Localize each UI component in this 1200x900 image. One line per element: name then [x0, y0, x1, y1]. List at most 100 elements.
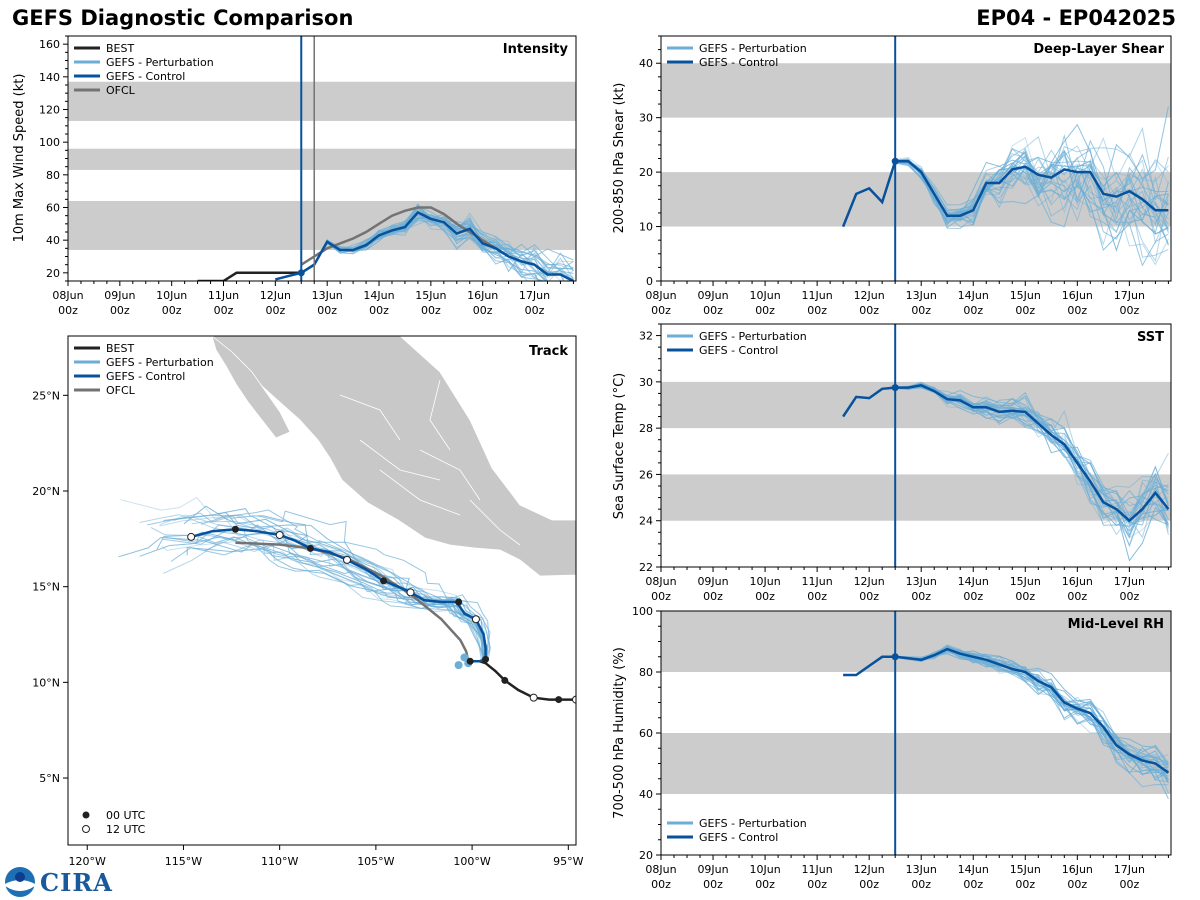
rh-perturbation-line: [895, 646, 1169, 765]
sst-series: [842, 324, 1170, 567]
sst-frame: [660, 323, 1172, 568]
rh-title: Mid-Level RH: [1068, 617, 1164, 632]
track-marker-12utc: [529, 693, 538, 702]
sst-perturbation-line: [895, 384, 1169, 527]
track-xtick-label: 120°W: [69, 855, 106, 868]
intensity-title: Intensity: [503, 42, 569, 57]
track-marker-00utc: [555, 696, 563, 704]
track-marker-legend-label: 12 UTC: [106, 823, 146, 836]
rh-xtick-label: 12Jun: [854, 863, 885, 876]
intensity-band: [68, 81, 576, 121]
sst-band: [661, 381, 1171, 429]
intensity-xtick-label: 15Jun: [415, 289, 446, 302]
sst-xtick-label: 16Jun: [1062, 575, 1093, 588]
state-borders: [339, 379, 521, 546]
shear-xtick-label: 11Jun: [802, 289, 833, 302]
track-marker-12utc: [471, 615, 480, 624]
track-marker-12utc: [406, 588, 415, 597]
intensity-legend-label: GEFS - Perturbation: [106, 56, 214, 69]
sst-xtick-label: 00z: [859, 590, 879, 603]
intensity-xtick-label: 12Jun: [260, 289, 291, 302]
intensity-ytick-label: 60: [46, 202, 60, 215]
track-axes: 120°W 115°W 110°W 105°W 100°W 95°W 5°N 10°N 15°N…: [32, 389, 583, 868]
intensity-xtick-label: 00z: [421, 304, 441, 317]
shear-xtick-label: 17Jun: [1114, 289, 1145, 302]
track-ytick-label: 20°N: [32, 485, 60, 498]
intensity-xtick-label: 08Jun: [52, 289, 83, 302]
shear-axes: 0 10 20 30 40 08Jun 00z 09Jun 00z 10Jun 00z 11Jun 00…: [639, 35, 1169, 317]
track-marker-12utc: [275, 531, 284, 540]
shear-ytick-label: 10: [639, 221, 653, 234]
rh-legend-label: GEFS - Perturbation: [699, 817, 807, 830]
track-marker-12utc: [343, 555, 352, 564]
rh-xtick-label: 10Jun: [749, 863, 780, 876]
shear-perturbation-line: [895, 150, 1169, 245]
intensity-xtick-label: 00z: [473, 304, 493, 317]
track-ytick-label: 25°N: [32, 389, 60, 402]
sst-xtick-label: 00z: [1119, 590, 1139, 603]
intensity-xtick-label: 00z: [317, 304, 337, 317]
intensity-xtick-label: 17Jun: [519, 289, 550, 302]
shear-xtick-label: 09Jun: [697, 289, 728, 302]
panel-shear: 0 10 20 30 40 08Jun 00z 09Jun 00z 10Jun 00z 11Jun 00…: [612, 35, 1172, 317]
intensity-series: [197, 36, 574, 281]
intensity-band: [68, 200, 576, 250]
rh-series: [843, 611, 1170, 855]
shear-band: [661, 172, 1171, 227]
sst-ytick-label: 30: [639, 376, 653, 389]
sst-perturbation-line: [895, 387, 1169, 539]
rh-xtick-label: 00z: [807, 878, 827, 891]
sst-xtick-label: 00z: [703, 590, 723, 603]
track-marker-00utc: [466, 657, 474, 665]
noaa-logo-icon: [5, 867, 35, 897]
sst-perturbation-line: [895, 384, 1169, 522]
shear-xtick-label: 00z: [1015, 304, 1035, 317]
sst-xtick-label: 00z: [1015, 590, 1035, 603]
track-xtick-label: 105°W: [357, 855, 394, 868]
track-ytick-label: 5°N: [39, 772, 60, 785]
sst-xtick-label: 00z: [1067, 590, 1087, 603]
intensity-ytick-label: 20: [46, 267, 60, 280]
shear-ytick-label: 20: [639, 166, 653, 179]
sst-legend-label: GEFS - Perturbation: [699, 330, 807, 343]
intensity-ytick-label: 140: [39, 71, 60, 84]
sst-ytick-label: 26: [639, 468, 653, 481]
panel-rh: 20 40 60 80 100 08Jun 00z 09Jun 00z 10Jun 00z 11Jun…: [612, 605, 1172, 891]
track-xtick-label: 95°W: [553, 855, 583, 868]
track-marker-00utc: [501, 676, 509, 684]
shear-xtick-label: 00z: [755, 304, 775, 317]
sst-xtick-label: 00z: [963, 590, 983, 603]
sst-ytick-label: 22: [639, 561, 653, 574]
intensity-axes: 20 40 60 80 100 120 140 160 08Jun 00z 09Jun 00z 10Ju…: [39, 35, 574, 317]
shear-xtick-label: 00z: [703, 304, 723, 317]
shear-xtick-label: 08Jun: [645, 289, 676, 302]
intensity-xtick-label: 13Jun: [312, 289, 343, 302]
sst-xtick-label: 10Jun: [749, 575, 780, 588]
shear-xtick-label: 00z: [651, 304, 671, 317]
track-marker-00utc: [231, 525, 239, 533]
sst-perturbation-line: [895, 382, 1169, 537]
shear-ytick-label: 0: [646, 275, 653, 288]
track-perturbation-line: [200, 509, 491, 662]
sst-ytick-label: 24: [639, 515, 653, 528]
track-marker-legend-12utc-symbol: [82, 825, 90, 833]
track-ytick-label: 15°N: [32, 581, 60, 594]
track-control-line: [190, 528, 487, 663]
sst-title: SST: [1137, 330, 1164, 345]
track-marker-00utc: [482, 655, 490, 663]
sst-xtick-label: 15Jun: [1010, 575, 1041, 588]
rh-xtick-label: 16Jun: [1062, 863, 1093, 876]
cira-logo: CIRA: [40, 867, 113, 897]
sst-xtick-label: 12Jun: [854, 575, 885, 588]
rh-ytick-label: 40: [639, 788, 653, 801]
track-xtick-label: 100°W: [453, 855, 490, 868]
intensity-best-line: [197, 271, 302, 281]
rh-bands: [661, 611, 1171, 794]
shear-xtick-label: 12Jun: [854, 289, 885, 302]
sst-axes: 22 24 26 28 30 32 08Jun 00z 09Jun 00z 10Jun 00z 11Ju…: [639, 323, 1169, 603]
intensity-xtick-label: 00z: [58, 304, 78, 317]
rh-xtick-label: 00z: [1119, 878, 1139, 891]
shear-ytick-label: 40: [639, 57, 653, 70]
